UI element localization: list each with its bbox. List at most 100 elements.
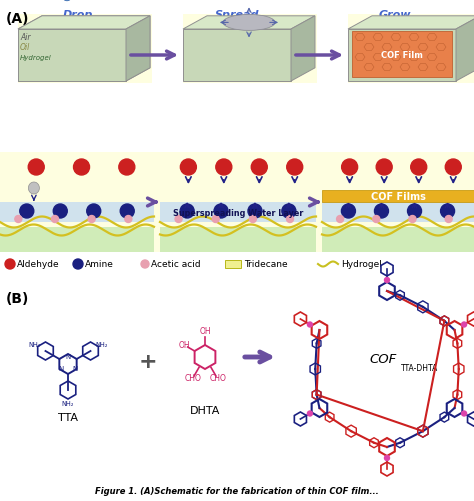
- Circle shape: [120, 204, 134, 218]
- Circle shape: [376, 160, 392, 176]
- Text: Grow: Grow: [379, 10, 411, 20]
- Circle shape: [180, 204, 194, 218]
- Circle shape: [462, 322, 466, 327]
- Text: Amine: Amine: [85, 260, 114, 269]
- Polygon shape: [18, 17, 150, 30]
- Circle shape: [181, 160, 196, 176]
- Circle shape: [408, 204, 421, 218]
- Polygon shape: [18, 30, 126, 82]
- Text: NH₂: NH₂: [28, 342, 40, 348]
- Circle shape: [411, 160, 427, 176]
- Polygon shape: [160, 153, 316, 253]
- Text: Air: Air: [20, 33, 30, 42]
- Circle shape: [248, 204, 262, 218]
- Circle shape: [212, 216, 219, 223]
- Polygon shape: [322, 190, 474, 202]
- Circle shape: [216, 160, 232, 176]
- Circle shape: [341, 204, 356, 218]
- Polygon shape: [0, 227, 154, 253]
- Text: OH: OH: [199, 327, 211, 336]
- Text: CHO: CHO: [210, 374, 227, 383]
- Polygon shape: [348, 30, 456, 82]
- Text: NH₂: NH₂: [62, 400, 74, 406]
- Circle shape: [308, 322, 312, 327]
- Text: Figure 1. (A)Schematic for the fabrication of thin COF film...: Figure 1. (A)Schematic for the fabricati…: [95, 486, 379, 495]
- Circle shape: [28, 160, 44, 176]
- Circle shape: [175, 216, 182, 223]
- Circle shape: [73, 260, 83, 270]
- Text: DHTA: DHTA: [190, 405, 220, 415]
- Circle shape: [409, 216, 416, 223]
- Circle shape: [88, 216, 95, 223]
- Text: TTA: TTA: [58, 412, 78, 422]
- Circle shape: [214, 204, 228, 218]
- Circle shape: [374, 204, 389, 218]
- Polygon shape: [18, 30, 126, 82]
- Text: Oil: Oil: [20, 43, 30, 52]
- Polygon shape: [63, 0, 72, 2]
- Circle shape: [342, 160, 358, 176]
- Polygon shape: [0, 153, 474, 253]
- Polygon shape: [352, 32, 452, 78]
- Polygon shape: [322, 227, 474, 253]
- Polygon shape: [456, 17, 474, 82]
- Text: Spread: Spread: [215, 10, 259, 20]
- Text: N: N: [65, 353, 71, 359]
- Circle shape: [52, 216, 58, 223]
- Polygon shape: [183, 30, 291, 82]
- Circle shape: [287, 160, 303, 176]
- Circle shape: [249, 216, 256, 223]
- Text: Tridecane: Tridecane: [244, 260, 288, 269]
- Text: OH: OH: [178, 341, 190, 350]
- Polygon shape: [126, 17, 150, 82]
- Text: COF Film: COF Film: [381, 51, 423, 60]
- Polygon shape: [28, 183, 39, 194]
- Circle shape: [384, 455, 390, 460]
- Text: NH₂: NH₂: [96, 342, 108, 348]
- Polygon shape: [18, 17, 150, 30]
- Text: (B): (B): [6, 292, 29, 306]
- Polygon shape: [322, 202, 474, 222]
- Circle shape: [20, 204, 34, 218]
- Polygon shape: [322, 153, 474, 253]
- Circle shape: [282, 204, 296, 218]
- Circle shape: [384, 278, 390, 283]
- Text: Hydrogel: Hydrogel: [341, 260, 382, 269]
- Circle shape: [445, 160, 461, 176]
- Polygon shape: [183, 17, 315, 30]
- Text: Aldehyde: Aldehyde: [17, 260, 60, 269]
- Text: Hydrogel: Hydrogel: [20, 55, 52, 61]
- Polygon shape: [18, 15, 152, 84]
- Polygon shape: [225, 261, 241, 269]
- Polygon shape: [291, 17, 315, 82]
- Circle shape: [125, 216, 132, 223]
- Text: N: N: [58, 365, 64, 371]
- Text: N: N: [73, 365, 78, 371]
- Text: +: +: [139, 351, 157, 371]
- Circle shape: [119, 160, 135, 176]
- Polygon shape: [348, 15, 474, 84]
- Polygon shape: [183, 15, 317, 84]
- Circle shape: [141, 261, 149, 269]
- Polygon shape: [160, 202, 316, 222]
- Circle shape: [73, 160, 90, 176]
- Polygon shape: [0, 202, 154, 222]
- Circle shape: [337, 216, 344, 223]
- Text: Drop: Drop: [63, 10, 93, 20]
- Circle shape: [373, 216, 380, 223]
- Polygon shape: [126, 17, 150, 82]
- Circle shape: [286, 216, 293, 223]
- Circle shape: [445, 216, 452, 223]
- Text: Acetic acid: Acetic acid: [151, 260, 201, 269]
- Text: CHO: CHO: [184, 374, 201, 383]
- Circle shape: [462, 411, 466, 416]
- Circle shape: [53, 204, 67, 218]
- Polygon shape: [160, 227, 316, 253]
- Circle shape: [5, 260, 15, 270]
- Text: Superspreading Water Layer: Superspreading Water Layer: [173, 209, 303, 218]
- Circle shape: [308, 411, 312, 416]
- Circle shape: [251, 160, 267, 176]
- Text: (A): (A): [6, 12, 29, 26]
- Text: COF: COF: [369, 353, 396, 366]
- Circle shape: [15, 216, 22, 223]
